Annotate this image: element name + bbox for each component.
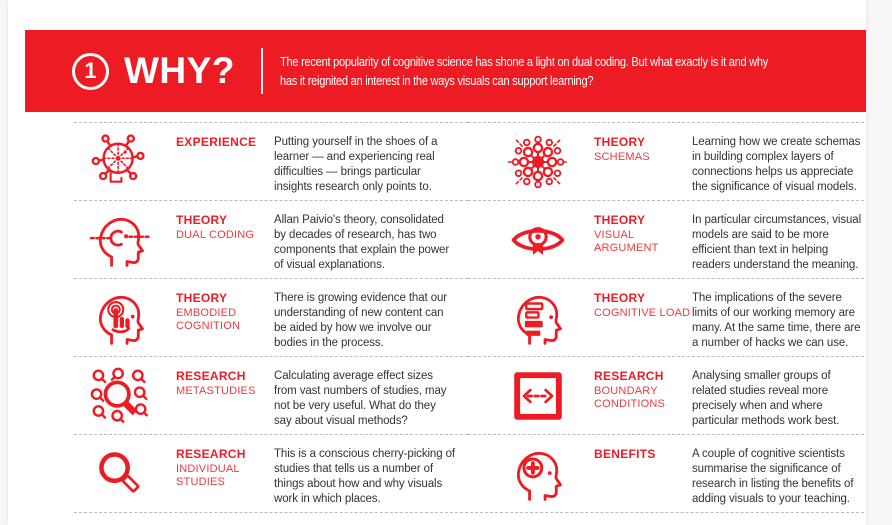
infographic-page: 1 WHY? The recent popularity of cognitiv… xyxy=(8,0,866,525)
card-category: EXPERIENCE xyxy=(176,135,257,149)
card-label: THEORY COGNITIVE LOAD xyxy=(594,288,692,320)
card-label: BENEFITS xyxy=(594,444,692,463)
card-category: THEORY xyxy=(176,291,228,305)
card-category: THEORY xyxy=(594,135,646,149)
card-dual-coding: THEORY DUAL CODING Allan Paivio's theory… xyxy=(74,200,468,278)
card-subtitle: SCHEMAS xyxy=(594,151,650,163)
head-plus-icon xyxy=(492,444,584,504)
card-description: Calculating average effect sizes from va… xyxy=(274,370,447,427)
card-label: THEORY VISUAL ARGUMENT xyxy=(594,210,692,255)
card-benefits: BENEFITS A couple of cognitive scientist… xyxy=(468,434,864,512)
card-description: Putting yourself in the shoes of a learn… xyxy=(274,136,438,193)
card-description: Allan Paivio's theory, consolidated by d… xyxy=(274,214,450,271)
page-title: WHY? xyxy=(124,50,235,91)
card-subtitle: EMBODIED COGNITION xyxy=(176,307,241,332)
card-label: RESEARCH INDIVIDUAL STUDIES xyxy=(176,444,274,489)
eye-award-icon xyxy=(492,210,584,270)
head-dual-coding-icon xyxy=(74,210,166,270)
card-embodied-cognition: THEORY EMBODIED COGNITION There is growi… xyxy=(74,278,468,356)
head-load-icon xyxy=(492,288,584,348)
why-banner: 1 WHY? The recent popularity of cognitiv… xyxy=(25,30,866,112)
card-description: There is growing evidence that our under… xyxy=(274,292,448,349)
card-label: THEORY DUAL CODING xyxy=(176,210,274,242)
card-visual-argument: THEORY VISUAL ARGUMENT In particular cir… xyxy=(468,200,864,278)
card-description: Learning how we create schemas in buildi… xyxy=(692,136,861,193)
card-metastudies: RESEARCH METASTUDIES Calculating average… xyxy=(74,356,468,434)
card-subtitle: DUAL CODING xyxy=(176,229,255,241)
card-category: THEORY xyxy=(594,213,646,227)
card-boundary-conditions: RESEARCH BOUNDARY CONDITIONS Analysing s… xyxy=(468,356,864,434)
card-label: THEORY SCHEMAS xyxy=(594,132,692,164)
card-category: THEORY xyxy=(594,291,646,305)
banner-divider xyxy=(260,48,263,94)
card-label: THEORY EMBODIED COGNITION xyxy=(176,288,274,333)
card-individual-studies: RESEARCH INDIVIDUAL STUDIES This is a co… xyxy=(74,434,468,512)
card-subtitle: INDIVIDUAL STUDIES xyxy=(176,463,240,488)
card-label: EXPERIENCE xyxy=(176,132,274,151)
card-subtitle: BOUNDARY CONDITIONS xyxy=(594,385,666,410)
topics-grid: EXPERIENCE Putting yourself in the shoes… xyxy=(74,122,864,513)
card-subtitle: METASTUDIES xyxy=(176,385,256,397)
number-badge: 1 xyxy=(72,52,109,90)
boundary-square-icon xyxy=(492,366,584,426)
card-category: THEORY xyxy=(176,213,228,227)
card-description: A couple of cognitive scientists summari… xyxy=(692,448,854,505)
magnifier-icon xyxy=(74,444,166,504)
card-description: Analysing smaller groups of related stud… xyxy=(692,370,840,427)
card-subtitle: COGNITIVE LOAD xyxy=(594,307,691,319)
card-cognitive-load: THEORY COGNITIVE LOAD The implications o… xyxy=(468,278,864,356)
card-schemas: THEORY SCHEMAS Learning how we create sc… xyxy=(468,122,864,200)
banner-description: The recent popularity of cognitive scien… xyxy=(279,54,769,88)
card-category: RESEARCH xyxy=(176,447,246,461)
card-category: BENEFITS xyxy=(594,447,656,461)
card-category: RESEARCH xyxy=(594,369,664,383)
magnifiers-icon xyxy=(74,366,166,426)
card-description: In particular circumstances, visual mode… xyxy=(692,214,862,271)
head-touch-icon xyxy=(74,288,166,348)
badge-number: 1 xyxy=(84,58,97,83)
schemas-network-icon xyxy=(492,132,584,192)
card-subtitle: VISUAL ARGUMENT xyxy=(594,229,659,254)
card-label: RESEARCH METASTUDIES xyxy=(176,366,274,398)
card-description: The implications of the severe limits of… xyxy=(692,292,861,349)
card-label: RESEARCH BOUNDARY CONDITIONS xyxy=(594,366,692,411)
head-network-icon xyxy=(74,132,166,192)
card-experience: EXPERIENCE Putting yourself in the shoes… xyxy=(74,122,468,200)
card-description: This is a conscious cherry-picking of st… xyxy=(274,448,456,505)
card-category: RESEARCH xyxy=(176,369,246,383)
